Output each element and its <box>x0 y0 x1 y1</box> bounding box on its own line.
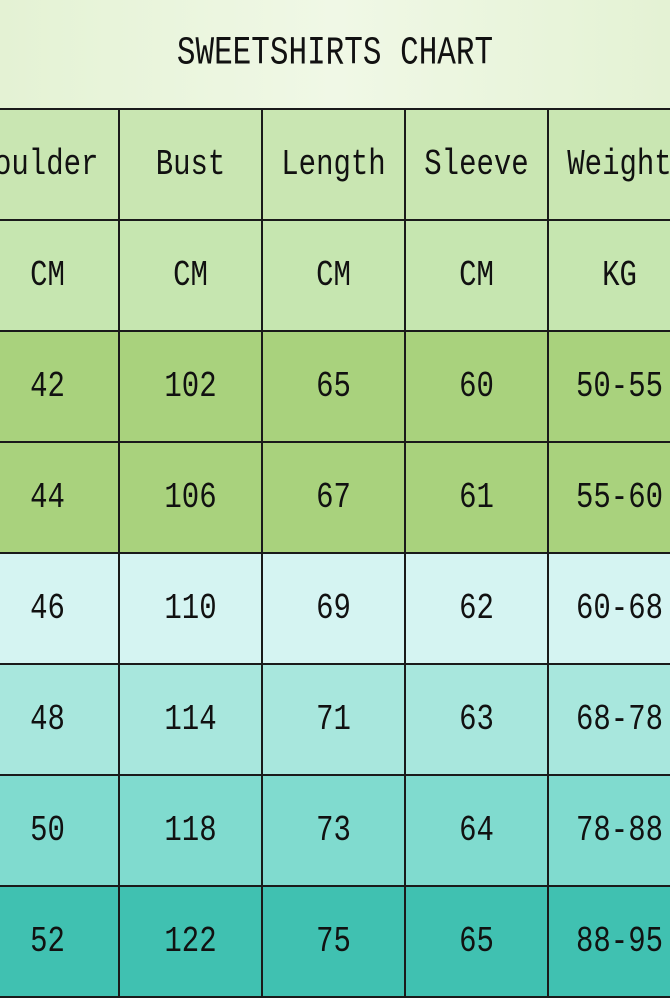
table-cell: 60 <box>406 332 549 441</box>
cell-text: 118 <box>164 809 217 852</box>
table-row: 48 114 71 63 68-78 <box>0 665 670 776</box>
cell-text: CM <box>459 254 494 297</box>
table-cell: 60-68 <box>549 554 670 663</box>
table-cell: 114 <box>120 665 263 774</box>
table-cell: 61 <box>406 443 549 552</box>
cell-text: 60-68 <box>575 587 663 630</box>
table-cell: 63 <box>406 665 549 774</box>
cell-text: 65 <box>316 365 351 408</box>
cell-text: Bust <box>155 143 226 186</box>
table-cell: 110 <box>120 554 263 663</box>
size-table: houlder Bust Length Sleeve Weight CM CM CM CM KG 4… <box>0 108 670 998</box>
cell-text: Length <box>281 143 386 186</box>
table-cell: CM <box>263 221 406 330</box>
cell-text: 62 <box>459 587 494 630</box>
cell-text: 63 <box>459 698 494 741</box>
table-cell: CM <box>120 221 263 330</box>
table-cell: 106 <box>120 443 263 552</box>
cell-text: 55-60 <box>575 476 663 519</box>
table-cell: 73 <box>263 776 406 885</box>
table-cell: 122 <box>120 887 263 996</box>
chart-title: SWEETSHIRTS CHART <box>176 30 494 77</box>
table-cell: 52 <box>0 887 120 996</box>
cell-text: 73 <box>316 809 351 852</box>
table-cell: 88-95 <box>549 887 670 996</box>
unit-row: CM CM CM CM KG <box>0 221 670 332</box>
table-cell: 44 <box>0 443 120 552</box>
cell-text: 50 <box>30 809 65 852</box>
cell-text: 44 <box>30 476 65 519</box>
cell-text: CM <box>30 254 65 297</box>
cell-text: KG <box>602 254 637 297</box>
cell-text: 71 <box>316 698 351 741</box>
cell-text: 110 <box>164 587 217 630</box>
cell-text: CM <box>316 254 351 297</box>
table-cell: 65 <box>406 887 549 996</box>
cell-text: 61 <box>459 476 494 519</box>
table-cell: 75 <box>263 887 406 996</box>
cell-text: CM <box>173 254 208 297</box>
cell-text: 102 <box>164 365 217 408</box>
cell-text: 64 <box>459 809 494 852</box>
cell-text: 46 <box>30 587 65 630</box>
table-cell: 55-60 <box>549 443 670 552</box>
cell-text: 67 <box>316 476 351 519</box>
table-cell: 102 <box>120 332 263 441</box>
table-cell: Bust <box>120 110 263 219</box>
cell-text: 68-78 <box>575 698 663 741</box>
table-row: 50 118 73 64 78-88 <box>0 776 670 887</box>
table-cell: KG <box>549 221 670 330</box>
table-row: 44 106 67 61 55-60 <box>0 443 670 554</box>
cell-text: Weight <box>567 143 670 186</box>
cell-text: Sleeve <box>424 143 529 186</box>
table-cell: 64 <box>406 776 549 885</box>
table-cell: 78-88 <box>549 776 670 885</box>
cell-text: 52 <box>30 920 65 963</box>
table-row: 46 110 69 62 60-68 <box>0 554 670 665</box>
cell-text: 75 <box>316 920 351 963</box>
table-cell: 67 <box>263 443 406 552</box>
table-row: 52 122 75 65 88-95 <box>0 887 670 998</box>
cell-text: 42 <box>30 365 65 408</box>
table-cell: 42 <box>0 332 120 441</box>
cell-text: 50-55 <box>575 365 663 408</box>
cell-text: 65 <box>459 920 494 963</box>
cell-text: houlder <box>0 143 99 186</box>
table-cell: Sleeve <box>406 110 549 219</box>
table-cell: 68-78 <box>549 665 670 774</box>
table-cell: 118 <box>120 776 263 885</box>
cell-text: 69 <box>316 587 351 630</box>
cell-text: 60 <box>459 365 494 408</box>
table-cell: 65 <box>263 332 406 441</box>
table-cell: 50 <box>0 776 120 885</box>
table-cell: 69 <box>263 554 406 663</box>
cell-text: 48 <box>30 698 65 741</box>
title-banner: SWEETSHIRTS CHART <box>0 0 670 108</box>
cell-text: 106 <box>164 476 217 519</box>
cell-text: 78-88 <box>575 809 663 852</box>
table-cell: Length <box>263 110 406 219</box>
table-cell: CM <box>406 221 549 330</box>
table-cell: 62 <box>406 554 549 663</box>
table-row: 42 102 65 60 50-55 <box>0 332 670 443</box>
table-cell: 71 <box>263 665 406 774</box>
table-cell: 46 <box>0 554 120 663</box>
table-cell: Weight <box>549 110 670 219</box>
cell-text: 114 <box>164 698 217 741</box>
table-cell: 50-55 <box>549 332 670 441</box>
table-cell: CM <box>0 221 120 330</box>
cell-text: 88-95 <box>575 920 663 963</box>
table-cell: houlder <box>0 110 120 219</box>
cell-text: 122 <box>164 920 217 963</box>
table-cell: 48 <box>0 665 120 774</box>
header-row: houlder Bust Length Sleeve Weight <box>0 110 670 221</box>
